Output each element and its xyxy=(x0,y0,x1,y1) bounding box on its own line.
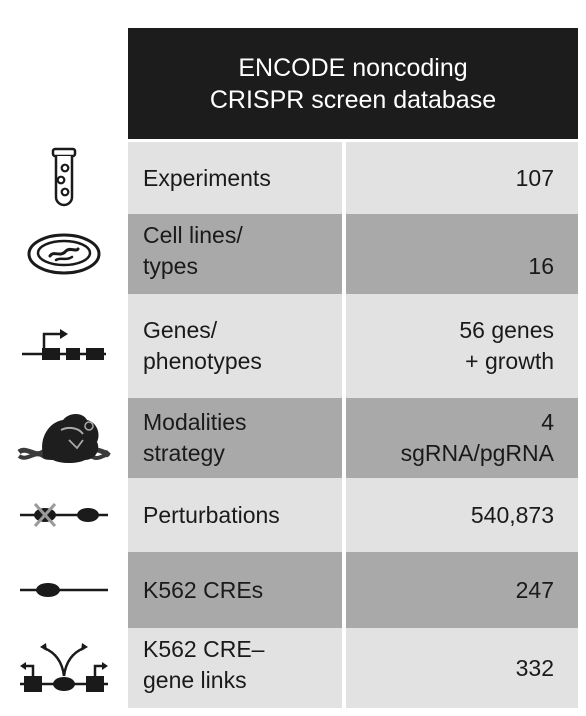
row-label: Genes/ phenotypes xyxy=(128,294,342,398)
gene-arrow-icon xyxy=(10,294,118,398)
row-label: Perturbations xyxy=(128,478,342,552)
row-label: K562 CREs xyxy=(128,552,342,628)
row-value: 4 sgRNA/pgRNA xyxy=(346,398,578,478)
cre-gene-link-icon xyxy=(10,628,118,708)
table-row-modalities: Modalities strategy 4 sgRNA/pgRNA xyxy=(0,398,586,478)
row-label: Modalities strategy xyxy=(128,398,342,478)
row-label: K562 CRE– gene links xyxy=(128,628,342,708)
table-row-k562-cres: K562 CREs 247 xyxy=(0,552,586,628)
table-row-cell-lines: Cell lines/ types 16 xyxy=(0,214,586,294)
row-value: 540,873 xyxy=(346,478,578,552)
test-tube-icon xyxy=(10,142,118,214)
header-title-line2: CRISPR screen database xyxy=(209,85,497,114)
table-row-genes: Genes/ phenotypes 56 genes + growth xyxy=(0,294,586,398)
row-value: 107 xyxy=(346,142,578,214)
cre-element-icon xyxy=(10,552,118,628)
petri-dish-icon xyxy=(10,214,118,294)
row-value: 56 genes + growth xyxy=(346,294,578,398)
row-label: Experiments xyxy=(128,142,342,214)
row-value: 332 xyxy=(346,628,578,708)
table-row-cre-gene-links: K562 CRE– gene links 332 xyxy=(0,628,586,708)
row-label: Cell lines/ types xyxy=(128,214,342,294)
cas9-dna-icon xyxy=(10,398,118,478)
row-value: 247 xyxy=(346,552,578,628)
table-row-experiments: Experiments 107 xyxy=(0,142,586,214)
row-value: 16 xyxy=(346,214,578,294)
header-title-line1: ENCODE noncoding xyxy=(238,53,468,82)
table-row-perturbations: Perturbations 540,873 xyxy=(0,478,586,552)
crossed-element-icon xyxy=(10,478,118,552)
table-header: ENCODE noncoding CRISPR screen database xyxy=(128,28,578,139)
